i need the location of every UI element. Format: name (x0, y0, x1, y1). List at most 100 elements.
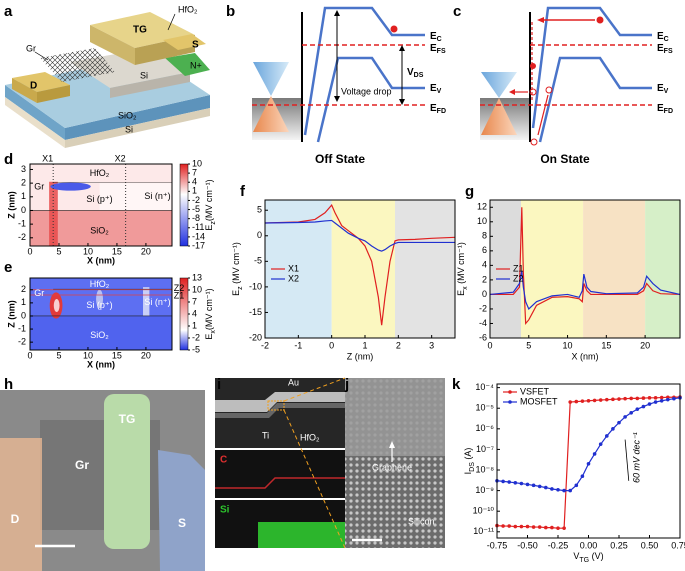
label: E (657, 103, 664, 114)
data-point (562, 488, 566, 493)
label: D (11, 512, 20, 526)
data-point (574, 399, 579, 404)
x-axis-label: X (nm) (87, 255, 115, 265)
legend-label: Z2 (513, 273, 524, 283)
y-tick-label: 1 (21, 191, 26, 201)
tem-eds (215, 377, 346, 549)
y-axis-label: Ex (MV cm⁻¹) (456, 242, 469, 296)
region-label: HfO₂ (90, 279, 110, 289)
y-tick-label: 10⁻¹¹ (473, 526, 494, 536)
colorbar-tick-label: 10 (192, 284, 202, 294)
label: E (657, 83, 664, 94)
legend-swatch (508, 390, 512, 394)
region-label: Gr (34, 182, 44, 192)
label: V (407, 67, 414, 78)
region (395, 200, 455, 338)
y-tick-label: -4 (479, 318, 487, 328)
x-tick-label: 5 (56, 350, 61, 360)
device-schematic (5, 12, 210, 148)
annotation: 60 mV dec⁻¹ (632, 432, 642, 483)
y-tick-label: 10⁻¹⁰ (473, 506, 495, 516)
y-tick-label: 1 (21, 297, 26, 307)
y-tick-label: -20 (249, 332, 262, 342)
colorbar-tick-label: 7 (192, 167, 197, 177)
region-label: SiO₂ (90, 225, 109, 235)
y-tick-label: 6 (482, 245, 487, 255)
panel-label: h (4, 376, 13, 393)
label: Gr (75, 458, 89, 472)
colorbar-tick-label: -2 (192, 195, 200, 205)
label: VDS (407, 67, 424, 80)
legend-label: VSFET (520, 386, 550, 396)
hrtem-image (345, 378, 445, 548)
region-label: Z2 (174, 283, 185, 293)
y-tick-label: 10 (477, 216, 487, 226)
data-point (507, 480, 512, 484)
data-point (592, 398, 597, 403)
x-tick-label: 3 (429, 340, 434, 350)
x-tick-label: 20 (141, 350, 151, 360)
x-tick-label: 0 (27, 350, 32, 360)
data-point (641, 396, 646, 400)
region-label: Gr (34, 288, 44, 298)
colorbar-tick-label: -17 (192, 240, 205, 250)
frame (264, 199, 456, 339)
label: EV (430, 83, 442, 96)
label: FD (437, 108, 446, 115)
x-tick-label: 0.00 (580, 540, 598, 550)
x-tick-label: 0.25 (610, 540, 628, 550)
y-tick-label: 3 (21, 164, 26, 174)
y-axis-label: DS (469, 462, 476, 472)
x-tick-label: 10 (563, 340, 573, 350)
x-tick-label: 0.75 (671, 540, 685, 550)
y-tick-label: 0 (21, 310, 26, 320)
field-region (30, 315, 172, 350)
field-region (99, 183, 172, 211)
colorbar-tick-label: -5 (192, 204, 200, 214)
region (331, 200, 395, 338)
y-axis-label: z (237, 286, 244, 290)
x-tick-label: 15 (112, 350, 122, 360)
label: V (664, 88, 669, 95)
region-label: Z1 (174, 291, 185, 301)
series-line (264, 219, 455, 252)
y-axis-label: (MV cm⁻¹) (231, 242, 241, 286)
panel-label: c (453, 3, 461, 20)
x-tick-label: 20 (141, 246, 151, 256)
data-point (544, 485, 548, 490)
panel-label: b (226, 3, 235, 20)
label: EFS (430, 43, 446, 56)
field-region (96, 289, 104, 309)
x-axis-label: V (573, 551, 579, 561)
y-tick-label: 2 (21, 178, 26, 188)
y-tick-label: 8 (482, 231, 487, 241)
data-point (647, 396, 652, 400)
colorbar-tick-label: 1 (192, 186, 197, 196)
y-axis-label: Ez (MV cm⁻¹) (231, 242, 244, 296)
y-tick-label: 5 (257, 205, 262, 215)
frame (496, 383, 681, 539)
x-axis-label: (V) (589, 551, 604, 561)
colorbar-tick-label: -8 (192, 213, 200, 223)
colorbar-tick-label: 10 (192, 158, 202, 168)
data-point (519, 481, 524, 486)
y-tick-label: 10⁻⁹ (475, 485, 494, 495)
data-point (672, 396, 676, 401)
x-tick-label: -1 (294, 340, 302, 350)
y-axis-label: Z (nm) (6, 191, 16, 219)
label: C (437, 36, 442, 43)
data-point (617, 420, 621, 425)
x-axis-label: X (nm) (87, 359, 115, 369)
series-line (264, 203, 456, 326)
colorbar-label: E (204, 225, 214, 231)
region-label: Si (n⁺) (144, 191, 170, 201)
colorbar-tick-label: 4 (192, 177, 197, 187)
field-region (49, 181, 58, 246)
label: Ti (262, 430, 269, 440)
x-tick-label: -0.25 (548, 540, 569, 550)
state-title: Off State (315, 152, 365, 166)
colorbar (179, 163, 189, 247)
y-tick-label: 2 (21, 284, 26, 294)
x-tick-label: 0 (329, 340, 334, 350)
y-axis-label: x (462, 286, 469, 290)
